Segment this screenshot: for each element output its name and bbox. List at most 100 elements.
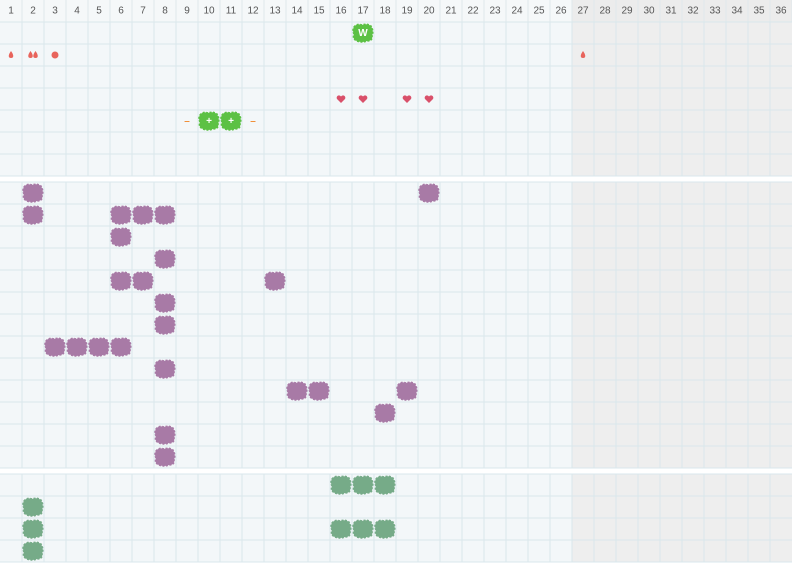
section bbox=[0, 473, 792, 563]
cell-blob bbox=[154, 447, 176, 467]
column-number: 14 bbox=[291, 6, 303, 17]
heart-icon bbox=[358, 95, 368, 103]
column-number: 19 bbox=[401, 6, 413, 17]
cell-text: – bbox=[184, 116, 190, 127]
heart-icon bbox=[424, 95, 434, 103]
cell-blob bbox=[22, 519, 44, 539]
drop-icon bbox=[580, 51, 586, 58]
column-number: 28 bbox=[599, 6, 611, 17]
column-number: 9 bbox=[184, 6, 190, 17]
column-number: 16 bbox=[335, 6, 347, 17]
column-number: 20 bbox=[423, 6, 435, 17]
column-number: 8 bbox=[162, 6, 168, 17]
column-number: 18 bbox=[379, 6, 391, 17]
cell-label: – bbox=[250, 116, 256, 127]
blob-icon bbox=[22, 205, 44, 225]
cell-blob bbox=[44, 337, 66, 357]
cell-blob bbox=[374, 519, 396, 539]
cell-blob bbox=[308, 381, 330, 401]
blob-icon bbox=[352, 519, 374, 539]
blob-icon bbox=[330, 475, 352, 495]
blob-icon bbox=[396, 381, 418, 401]
cell-heart bbox=[358, 95, 368, 103]
blob-icon bbox=[22, 541, 44, 561]
cell-text: – bbox=[250, 116, 256, 127]
blob-icon bbox=[308, 381, 330, 401]
cell-blob bbox=[264, 271, 286, 291]
cell-blob bbox=[22, 205, 44, 225]
blob-icon bbox=[110, 337, 132, 357]
cell-heart bbox=[402, 95, 412, 103]
blob-icon bbox=[352, 23, 374, 43]
blob-icon bbox=[330, 519, 352, 539]
column-number: 32 bbox=[687, 6, 699, 17]
cell-drops bbox=[28, 51, 38, 58]
column-number: 12 bbox=[247, 6, 259, 17]
drop-icon bbox=[33, 51, 38, 58]
cell-blob bbox=[88, 337, 110, 357]
blob-icon bbox=[110, 271, 132, 291]
cell-blob bbox=[132, 205, 154, 225]
cell-heart bbox=[424, 95, 434, 103]
cell-blob bbox=[418, 183, 440, 203]
cell-blob bbox=[374, 475, 396, 495]
blob-icon bbox=[154, 293, 176, 313]
cell-blob bbox=[22, 183, 44, 203]
dot-icon bbox=[51, 51, 59, 59]
blob-icon bbox=[110, 227, 132, 247]
cell-blob bbox=[154, 249, 176, 269]
column-number: 35 bbox=[753, 6, 765, 17]
blob-icon bbox=[374, 519, 396, 539]
blob-icon bbox=[110, 205, 132, 225]
blob-icon bbox=[44, 337, 66, 357]
cell-drop bbox=[580, 51, 586, 58]
cell-blob: W bbox=[352, 23, 374, 43]
cell-heart bbox=[336, 95, 346, 103]
blob-icon bbox=[154, 447, 176, 467]
section bbox=[0, 181, 792, 469]
cell-blob bbox=[352, 475, 374, 495]
column-number: 29 bbox=[621, 6, 633, 17]
heart-icon bbox=[402, 95, 412, 103]
column-number: 27 bbox=[577, 6, 589, 17]
cell-blob bbox=[110, 205, 132, 225]
cell-blob: + bbox=[198, 111, 220, 131]
heart-icon bbox=[336, 95, 346, 103]
cell-blob bbox=[352, 519, 374, 539]
blob-icon bbox=[132, 271, 154, 291]
cell-blob bbox=[396, 381, 418, 401]
cell-blob bbox=[330, 475, 352, 495]
column-number: 1 bbox=[8, 6, 14, 17]
column-number: 22 bbox=[467, 6, 479, 17]
column-number: 2 bbox=[30, 6, 36, 17]
column-number: 25 bbox=[533, 6, 545, 17]
blob-icon bbox=[374, 475, 396, 495]
blob-icon bbox=[352, 475, 374, 495]
drop-icon bbox=[28, 51, 33, 58]
blob-icon bbox=[374, 403, 396, 423]
cell-label: + bbox=[228, 116, 234, 127]
cell-label: – bbox=[184, 116, 190, 127]
blob-icon bbox=[198, 111, 220, 131]
cell-blob bbox=[22, 541, 44, 561]
column-number: 26 bbox=[555, 6, 567, 17]
cell-blob bbox=[132, 271, 154, 291]
cell-blob bbox=[154, 293, 176, 313]
column-number: 10 bbox=[203, 6, 215, 17]
blob-icon bbox=[154, 425, 176, 445]
blob-icon bbox=[22, 497, 44, 517]
blob-icon bbox=[22, 519, 44, 539]
blob-icon bbox=[154, 249, 176, 269]
cell-blob bbox=[330, 519, 352, 539]
cell-blob: + bbox=[220, 111, 242, 131]
column-number: 17 bbox=[357, 6, 369, 17]
blob-icon bbox=[132, 205, 154, 225]
column-number: 31 bbox=[665, 6, 677, 17]
cell-blob bbox=[154, 425, 176, 445]
column-number: 7 bbox=[140, 6, 146, 17]
cell-blob bbox=[22, 497, 44, 517]
blob-icon bbox=[22, 183, 44, 203]
column-number: 13 bbox=[269, 6, 281, 17]
blob-icon bbox=[154, 359, 176, 379]
cell-dot bbox=[51, 51, 59, 59]
